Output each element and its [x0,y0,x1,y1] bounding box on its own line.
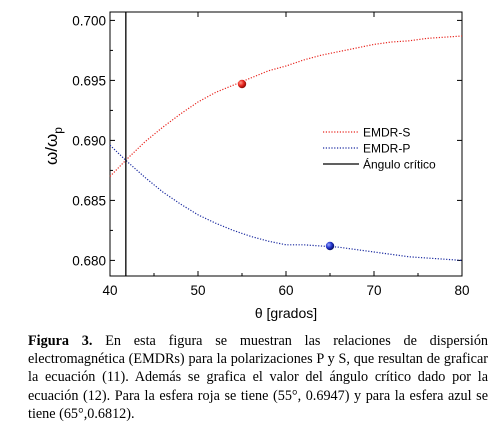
y-axis-ticks: 0.680 0.685 0.690 0.695 0.700 [72,13,462,268]
x-tick-label: 80 [454,283,469,298]
y-tick-label: 0.695 [72,73,106,88]
y-axis-label-subscript: p [51,127,65,134]
series-layer [109,12,463,276]
y-tick-label: 0.685 [72,193,106,208]
legend-label: Ángulo crítico [363,157,436,172]
plot-area [109,11,463,277]
series-line-emdr-s [109,35,463,177]
legend-label: EMDR-S [363,126,410,140]
x-tick-label: 70 [366,283,381,298]
figure-caption: Figura 3. En esta figura se muestran las… [28,332,488,423]
y-tick-label: 0.700 [72,13,106,28]
caption-label: Figura 3. [28,333,93,349]
chart: 40 50 60 70 80 0.680 0.685 0.690 0.695 0.700 θ [… [42,11,470,321]
x-axis-ticks: 40 50 60 70 80 [102,12,470,298]
y-tick-label: 0.690 [72,133,106,148]
x-tick-label: 60 [278,283,293,298]
legend-label: EMDR-P [363,142,410,156]
x-axis-label: θ [grados] [255,305,317,321]
x-tick-label: 40 [102,283,117,298]
marker-layer [237,79,335,251]
marker-emdr-s [237,79,247,89]
y-axis-label: ω/ωp [42,127,65,165]
marker-emdr-p [325,241,335,251]
y-tick-label: 0.680 [72,253,106,268]
caption-text: En esta figura se muestran las relacione… [28,333,489,422]
x-tick-label: 50 [190,283,205,298]
